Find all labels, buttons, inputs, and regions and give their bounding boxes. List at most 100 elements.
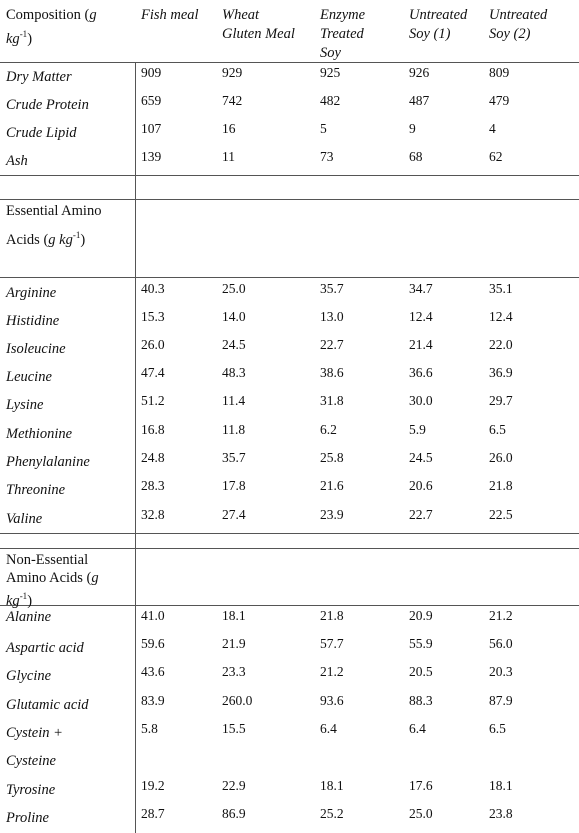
header-composition: Composition (g [6, 7, 97, 23]
table-cell: 21.6 [320, 478, 344, 493]
rule-gap-top-2 [0, 533, 579, 534]
table-cell: 31.8 [320, 393, 344, 408]
table-cell: 36.6 [409, 365, 433, 380]
essential-header-l2: Acids (g kg-1) [6, 230, 86, 248]
table-cell: 38.6 [320, 365, 344, 380]
table-cell: 28.7 [141, 806, 165, 821]
table-cell: 22.0 [489, 337, 513, 352]
table-cell: 18.1 [489, 778, 513, 793]
row-label: Aspartic acid [6, 640, 84, 656]
rule-gap-top-1 [0, 175, 579, 176]
rule-under-header [0, 62, 579, 63]
header-enzyme-l3: Soy [320, 45, 341, 61]
table-cell: 22.9 [222, 778, 246, 793]
table-cell: 25.0 [409, 806, 433, 821]
table-cell: 21.2 [489, 608, 513, 623]
table-cell: 12.4 [409, 309, 433, 324]
table-cell: 20.5 [409, 664, 433, 679]
table-cell: 23.8 [489, 806, 513, 821]
table-cell: 35.7 [222, 450, 246, 465]
row-label: Crude Lipid [6, 125, 77, 141]
table-cell: 23.9 [320, 507, 344, 522]
table-cell: 27.4 [222, 507, 246, 522]
row-label: Dry Matter [6, 69, 72, 85]
table-cell: 20.9 [409, 608, 433, 623]
row-label: Isoleucine [6, 341, 66, 357]
header-wheat-gluten-l1: Wheat [222, 7, 260, 23]
header-enzyme-l2: Treated [320, 26, 364, 42]
table-cell: 55.9 [409, 636, 433, 651]
table-cell: 18.1 [320, 778, 344, 793]
row-label: Methionine [6, 426, 73, 442]
table-cell: 909 [141, 65, 162, 80]
header-untreated1-l1: Untreated [409, 7, 468, 23]
table-cell: 43.6 [141, 664, 165, 679]
rule-gap-bottom-2 [0, 548, 579, 549]
table-cell: 86.9 [222, 806, 246, 821]
table-cell: 21.2 [320, 664, 344, 679]
table-cell: 29.7 [489, 393, 513, 408]
row-label: Proline [6, 810, 49, 826]
table-cell: 24.5 [222, 337, 246, 352]
row-label: Phenylalanine [6, 454, 90, 470]
header-composition-unit: kg-1) [6, 29, 33, 47]
table-cell: 926 [409, 65, 430, 80]
table-cell: 57.7 [320, 636, 344, 651]
table-cell: 925 [320, 65, 341, 80]
table-cell: 11.8 [222, 422, 246, 437]
table-cell: 487 [409, 93, 430, 108]
nonessential-header-l3: kg-1) [6, 591, 33, 609]
table-cell: 9 [409, 121, 416, 136]
header-wheat-gluten-l2: Gluten Meal [222, 26, 295, 42]
table-cell: 11 [222, 149, 235, 164]
table-cell: 24.8 [141, 450, 165, 465]
table-cell: 40.3 [141, 281, 165, 296]
table-cell: 56.0 [489, 636, 513, 651]
table-cell: 35.7 [320, 281, 344, 296]
table-cell: 21.8 [320, 608, 344, 623]
header-untreated2-l2: Soy (2) [489, 26, 531, 42]
table-cell: 5.9 [409, 422, 426, 437]
column-divider [135, 62, 136, 833]
table-cell: 28.3 [141, 478, 165, 493]
table-cell: 26.0 [141, 337, 165, 352]
table-cell: 25.8 [320, 450, 344, 465]
row-label: Glycine [6, 668, 52, 684]
table-cell: 34.7 [409, 281, 433, 296]
table-cell: 21.4 [409, 337, 433, 352]
rule-under-essential-header [0, 277, 579, 278]
table-cell: 16.8 [141, 422, 165, 437]
table-cell: 11.4 [222, 393, 246, 408]
row-label: Threonine [6, 482, 66, 498]
header-fish-meal: Fish meal [141, 7, 199, 23]
table-cell: 6.4 [409, 721, 426, 736]
table-cell: 48.3 [222, 365, 246, 380]
table-cell: 25.0 [222, 281, 246, 296]
table-cell: 32.8 [141, 507, 165, 522]
table-cell: 139 [141, 149, 162, 164]
table-cell: 35.1 [489, 281, 513, 296]
table-cell: 13.0 [320, 309, 344, 324]
table-cell: 5 [320, 121, 327, 136]
table-cell: 24.5 [409, 450, 433, 465]
table-cell: 742 [222, 93, 243, 108]
table-cell: 4 [489, 121, 496, 136]
table-cell: 36.9 [489, 365, 513, 380]
table-cell: 20.3 [489, 664, 513, 679]
header-untreated1-l2: Soy (1) [409, 26, 451, 42]
table-cell: 26.0 [489, 450, 513, 465]
table-cell: 6.5 [489, 721, 506, 736]
table-cell: 5.8 [141, 721, 158, 736]
table-cell: 260.0 [222, 693, 253, 708]
table-cell: 62 [489, 149, 503, 164]
table-cell: 659 [141, 93, 162, 108]
row-label: Lysine [6, 397, 44, 413]
table-cell: 17.6 [409, 778, 433, 793]
table-cell: 47.4 [141, 365, 165, 380]
row-label-cont: Cysteine [6, 753, 56, 769]
table-cell: 19.2 [141, 778, 165, 793]
nonessential-header-l2: Amino Acids (g [6, 570, 99, 586]
essential-header-l1: Essential Amino [6, 203, 102, 219]
table-cell: 6.2 [320, 422, 337, 437]
header-untreated2-l1: Untreated [489, 7, 548, 23]
